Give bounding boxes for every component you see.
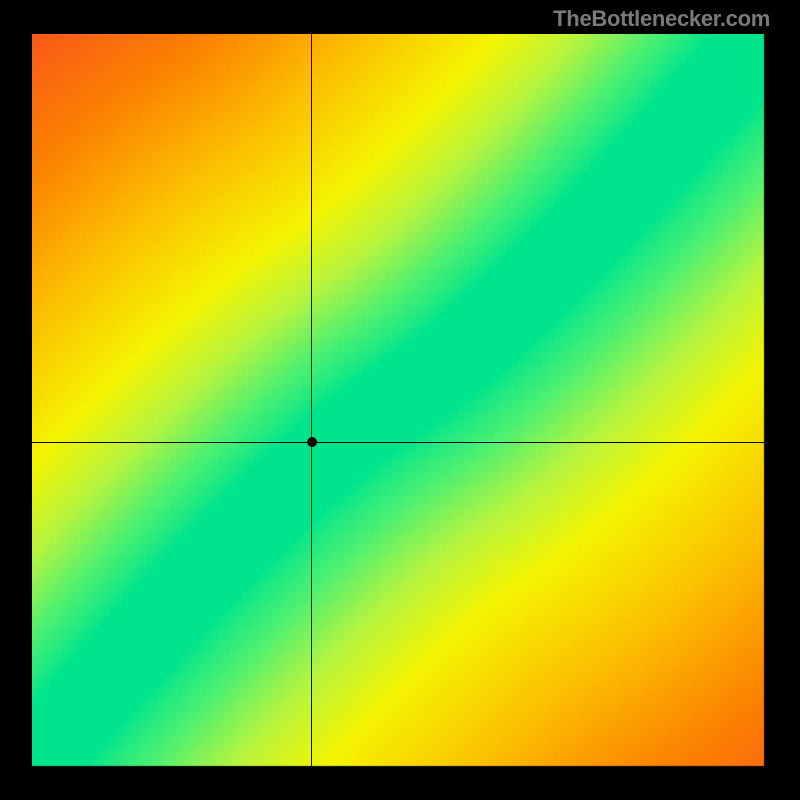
crosshair-vertical-line [311, 34, 312, 770]
watermark-text: TheBottlenecker.com [553, 6, 770, 32]
chart-container: TheBottlenecker.com [0, 0, 800, 800]
heatmap-canvas [32, 34, 768, 770]
crosshair-horizontal-line [32, 442, 768, 443]
